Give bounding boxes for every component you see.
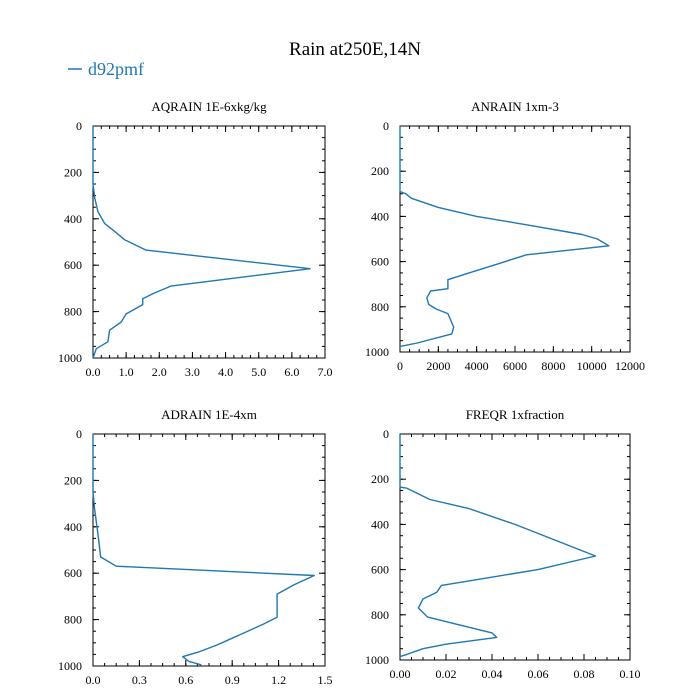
anrain-xtick-label: 10000 bbox=[577, 359, 607, 373]
adrain-xtick-label: 1.2 bbox=[271, 673, 286, 687]
freqr-frame bbox=[399, 433, 631, 661]
freqr-xtick-label: 0.06 bbox=[528, 667, 549, 681]
anrain-xtick-label: 0 bbox=[397, 359, 403, 373]
aqrain-xtick-label: 2.0 bbox=[152, 365, 167, 379]
aqrain-xtick-label: 1.0 bbox=[119, 365, 134, 379]
aqrain-ytick-label: 200 bbox=[64, 165, 82, 179]
legend: d92pmf bbox=[68, 59, 144, 79]
adrain-ytick-label: 600 bbox=[64, 566, 82, 580]
freqr-xtick-label: 0.08 bbox=[574, 667, 595, 681]
aqrain-ytick-label: 800 bbox=[64, 305, 82, 319]
freqr-xtick-label: 0.02 bbox=[436, 667, 457, 681]
anrain-ytick-label: 400 bbox=[371, 209, 389, 223]
aqrain-title: AQRAIN 1E-6xkg/kg bbox=[151, 99, 267, 114]
adrain-ytick-label: 400 bbox=[64, 520, 82, 534]
adrain-xtick-label: 0.9 bbox=[225, 673, 240, 687]
freqr-xtick-label: 0.04 bbox=[482, 667, 503, 681]
adrain-xtick-label: 0.6 bbox=[178, 673, 193, 687]
anrain-series-d92pmf bbox=[399, 126, 610, 348]
anrain-xtick-label: 2000 bbox=[426, 359, 450, 373]
aqrain-xtick-label: 5.0 bbox=[251, 365, 266, 379]
anrain-xtick-label: 12000 bbox=[615, 359, 645, 373]
anrain-xtick-label: 4000 bbox=[465, 359, 489, 373]
anrain-ytick-label: 800 bbox=[371, 300, 389, 314]
freqr-series-d92pmf bbox=[399, 434, 597, 658]
freqr-ytick-label: 400 bbox=[371, 517, 389, 531]
aqrain-xtick-label: 0.0 bbox=[86, 365, 101, 379]
aqrain-xtick-label: 7.0 bbox=[318, 365, 333, 379]
adrain-xtick-label: 0.3 bbox=[132, 673, 147, 687]
panel-adrain: ADRAIN 1E-4xm 0 200 400 600 800 1000 0.0 0.3 0.6 0… bbox=[58, 407, 333, 687]
aqrain-ytick-label: 400 bbox=[64, 212, 82, 226]
anrain-title: ANRAIN 1xm-3 bbox=[471, 99, 559, 114]
anrain-xtick-label: 8000 bbox=[541, 359, 565, 373]
anrain-ytick-label: 0 bbox=[383, 119, 389, 133]
panel-freqr: FREQR 1xfraction 0 200 400 600 800 10000.00 0.0… bbox=[365, 407, 641, 681]
freqr-ytick-label: 600 bbox=[371, 563, 389, 577]
aqrain-xtick-label: 6.0 bbox=[284, 365, 299, 379]
freqr-ytick-label: 200 bbox=[371, 472, 389, 486]
anrain-ytick-label: 600 bbox=[371, 255, 389, 269]
anrain-ytick-label: 200 bbox=[371, 164, 389, 178]
adrain-xtick-label: 1.5 bbox=[318, 673, 333, 687]
freqr-ytick-label: 1000 bbox=[365, 653, 389, 667]
freqr-ytick-label: 0 bbox=[383, 427, 389, 441]
aqrain-ytick-label: 1000 bbox=[58, 351, 82, 365]
aqrain-ytick-label: 0 bbox=[76, 119, 82, 133]
freqr-xtick-label: 0.00 bbox=[390, 667, 411, 681]
aqrain-xtick-label: 4.0 bbox=[218, 365, 233, 379]
adrain-ytick-label: 0 bbox=[76, 427, 82, 441]
adrain-ytick-label: 200 bbox=[64, 473, 82, 487]
anrain-xtick-label: 6000 bbox=[503, 359, 527, 373]
adrain-frame bbox=[92, 433, 326, 667]
adrain-series-d92pmf bbox=[92, 434, 315, 666]
adrain-title: ADRAIN 1E-4xm bbox=[161, 407, 257, 422]
anrain-ytick-label: 1000 bbox=[365, 345, 389, 359]
freqr-xtick-label: 0.10 bbox=[620, 667, 641, 681]
freqr-ytick-label: 800 bbox=[371, 608, 389, 622]
aqrain-xtick-label: 3.0 bbox=[185, 365, 200, 379]
adrain-ytick-label: 1000 bbox=[58, 659, 82, 673]
figure-title: Rain at250E,14N bbox=[289, 39, 421, 60]
adrain-ytick-label: 800 bbox=[64, 613, 82, 627]
panel-aqrain: AQRAIN 1E-6xkg/kg 0 200 400 600 800 1000 0.0 1.0… bbox=[58, 99, 333, 379]
freqr-title: FREQR 1xfraction bbox=[466, 407, 565, 422]
aqrain-ytick-label: 600 bbox=[64, 258, 82, 272]
legend-label: d92pmf bbox=[88, 59, 144, 79]
adrain-xtick-label: 0.0 bbox=[86, 673, 101, 687]
aqrain-series-d92pmf bbox=[92, 126, 311, 359]
